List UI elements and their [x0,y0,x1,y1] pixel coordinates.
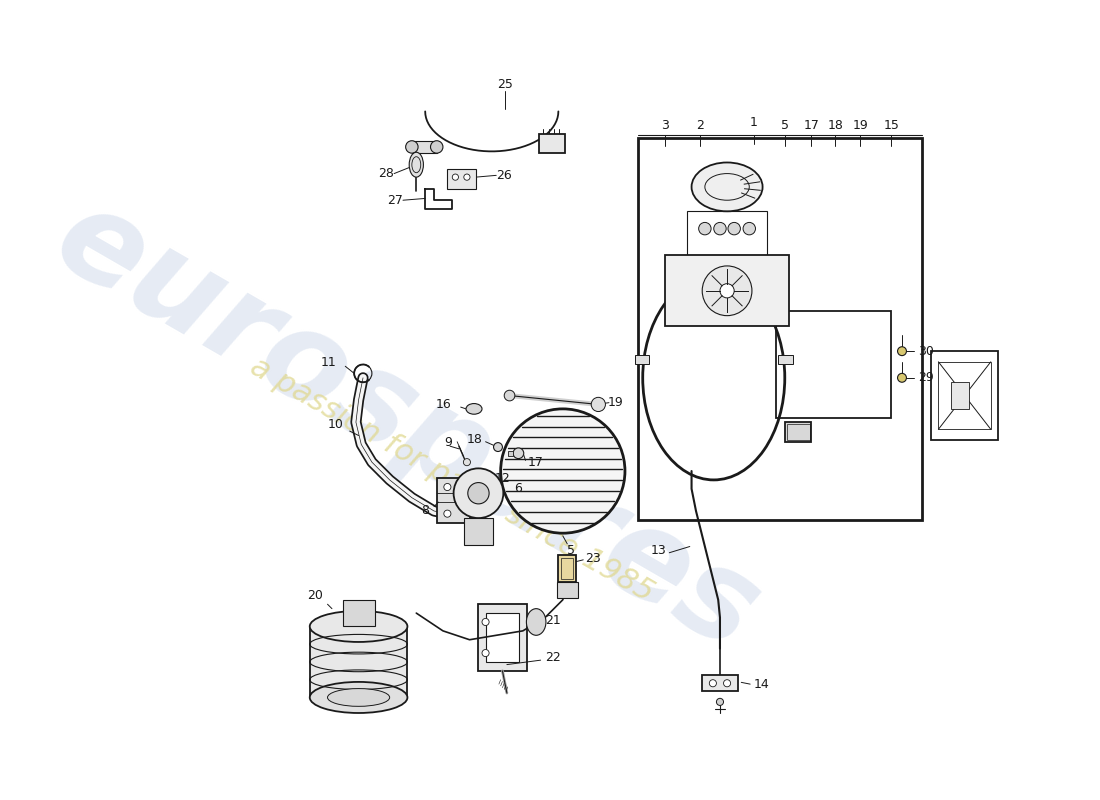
Text: 16: 16 [436,398,452,411]
Circle shape [710,680,716,686]
Text: 17: 17 [803,119,820,132]
Text: 8: 8 [421,505,430,518]
Text: 9: 9 [444,436,452,449]
Bar [784,422,812,442]
Bar [411,141,437,153]
Text: 17: 17 [527,456,543,469]
Ellipse shape [328,689,389,706]
Circle shape [482,618,490,626]
Bar [776,311,891,418]
Ellipse shape [310,682,407,713]
Bar [702,675,738,691]
Circle shape [430,141,443,153]
Bar [950,382,969,409]
Text: 15: 15 [883,119,900,132]
Text: 10: 10 [328,418,343,431]
Bar [448,169,476,189]
Text: 23: 23 [585,551,601,565]
Circle shape [716,698,724,706]
Text: 19: 19 [852,119,868,132]
Bar [688,211,767,255]
Circle shape [898,374,906,382]
Circle shape [898,346,906,356]
Bar [932,351,998,440]
Bar [464,518,493,545]
Text: 5: 5 [568,545,575,558]
Text: 18: 18 [468,433,483,446]
Circle shape [468,482,490,504]
Circle shape [698,222,711,235]
Text: 2: 2 [696,119,704,132]
Circle shape [504,390,515,401]
Circle shape [463,458,471,466]
Circle shape [464,174,470,180]
Bar [635,355,649,364]
Circle shape [744,222,756,235]
Text: 27: 27 [387,194,403,206]
Text: 11: 11 [320,356,337,370]
Text: 12: 12 [494,472,510,485]
Circle shape [494,442,503,451]
Circle shape [714,222,726,235]
Text: 20: 20 [307,589,323,602]
Bar [779,355,793,364]
Text: 1: 1 [750,117,758,130]
Text: 18: 18 [827,119,844,132]
Bar [664,255,789,326]
Circle shape [724,680,730,686]
Circle shape [591,398,605,411]
Bar [638,138,923,520]
Circle shape [443,483,451,490]
Bar [437,478,471,522]
Bar [559,555,576,582]
Circle shape [702,266,752,316]
Text: 29: 29 [918,371,934,384]
Text: 28: 28 [378,167,394,180]
Bar [310,626,407,698]
Circle shape [453,468,504,518]
Circle shape [728,222,740,235]
Text: 25: 25 [497,78,513,91]
Bar [539,134,565,153]
Text: 19: 19 [607,396,623,409]
Ellipse shape [692,162,762,211]
Text: eurospares: eurospares [35,177,780,677]
Circle shape [452,174,459,180]
Text: a passion for parts since 1985: a passion for parts since 1985 [245,352,659,608]
Circle shape [720,284,734,298]
Bar [478,604,527,671]
Bar [561,558,573,579]
Circle shape [482,650,490,657]
Bar [342,600,375,626]
Circle shape [500,409,625,533]
Text: 13: 13 [651,545,667,558]
Circle shape [513,448,524,458]
Text: 26: 26 [496,169,512,182]
Bar [485,613,519,662]
Ellipse shape [409,152,424,177]
Bar [786,424,810,440]
Text: 21: 21 [546,614,561,626]
Bar [557,582,578,598]
Text: 30: 30 [918,345,934,358]
Text: 6: 6 [514,482,521,495]
Ellipse shape [310,611,407,642]
Circle shape [443,510,451,518]
Text: 14: 14 [754,678,770,690]
Circle shape [406,141,418,153]
Bar [938,362,991,430]
Ellipse shape [469,498,488,512]
Bar [508,450,513,456]
Text: 5: 5 [781,119,789,132]
Text: 3: 3 [661,119,669,132]
Text: 22: 22 [546,651,561,664]
Ellipse shape [466,403,482,414]
Ellipse shape [527,609,546,635]
